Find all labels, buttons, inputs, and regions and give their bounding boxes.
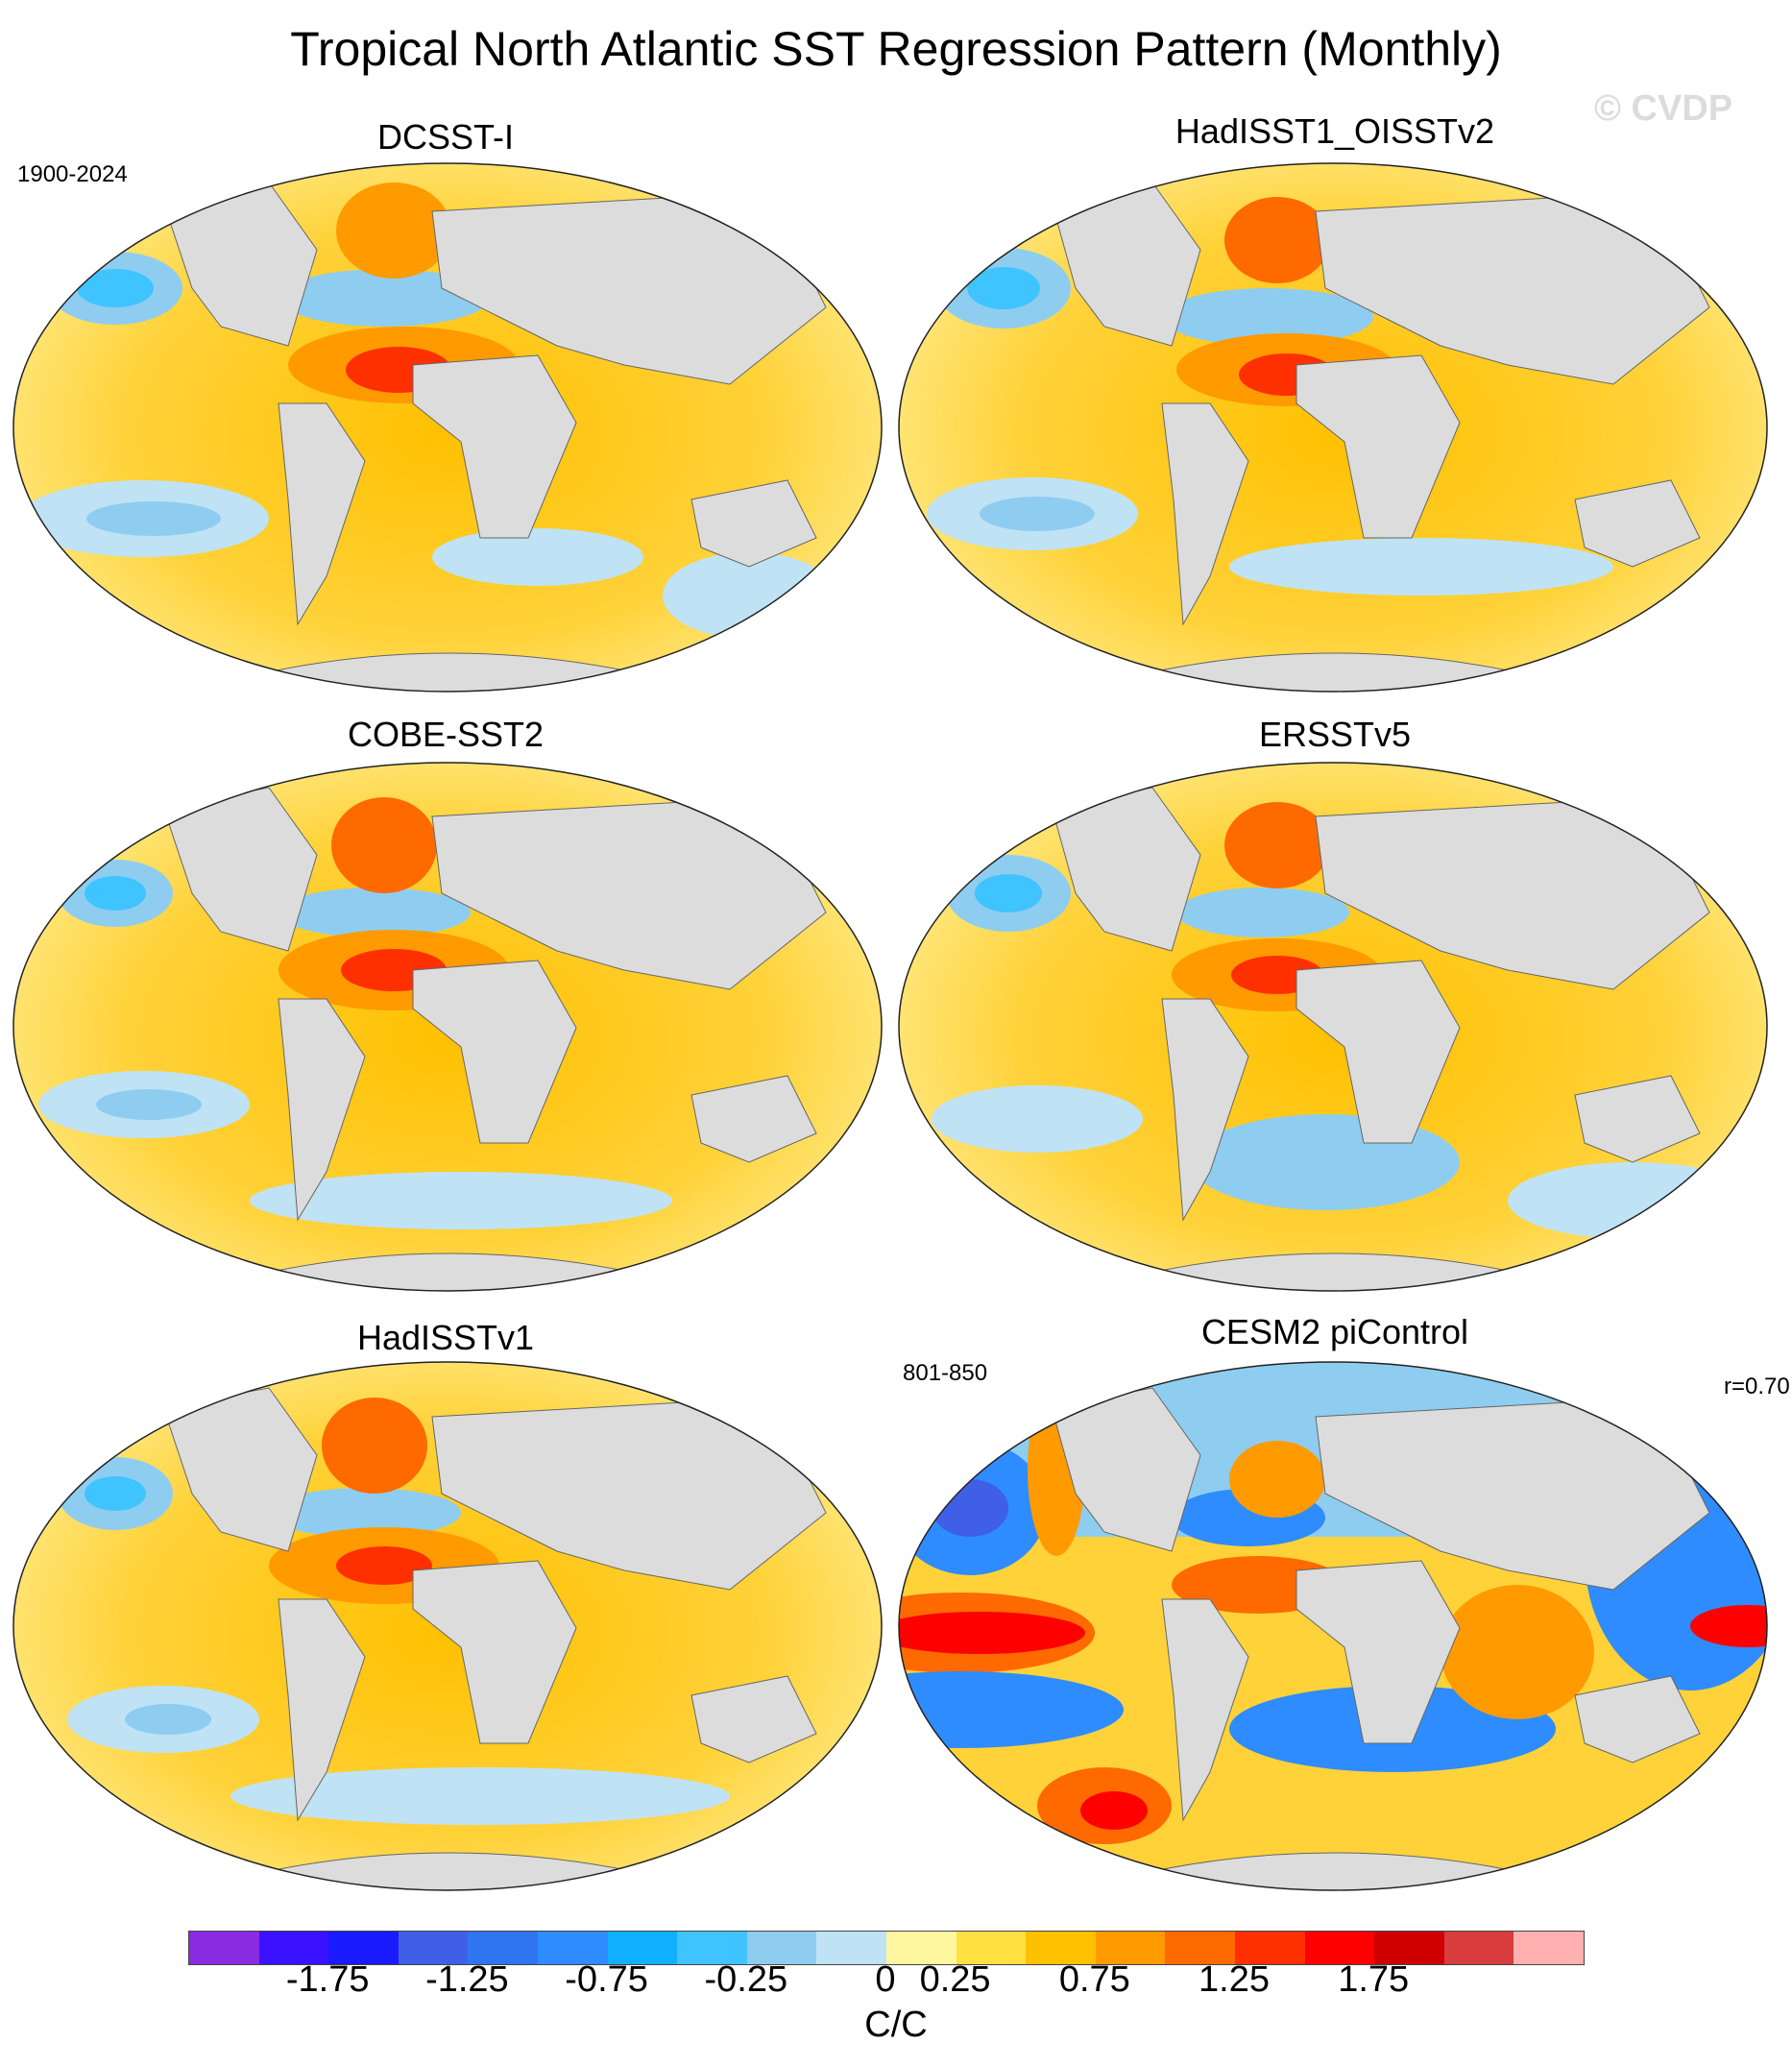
colorbar-swatch — [956, 1932, 1027, 1964]
colorbar-swatch — [1374, 1932, 1444, 1964]
colorbar-swatch — [1514, 1932, 1584, 1964]
panel-title-hadisstv1: HadISSTv1 — [356, 1318, 535, 1357]
map-hadisstv1 — [13, 1362, 882, 1890]
colorbar-tick-label: -0.75 — [565, 1959, 648, 2000]
colorbar — [188, 1931, 1585, 1965]
map-dcsst — [13, 163, 882, 692]
colorbar-tick-label: 0 — [875, 1959, 896, 2000]
colorbar-tick-label: 1.75 — [1338, 1959, 1410, 2000]
period-label-obs: 1900-2024 — [17, 161, 128, 187]
map-cesm2 — [899, 1362, 1767, 1890]
map-cobe — [13, 763, 882, 1291]
panel-title-cesm2: CESM2 piControl — [1200, 1312, 1469, 1351]
colorbar-tick-label: -1.25 — [425, 1959, 509, 2000]
period-label-model: 801-850 — [903, 1360, 988, 1386]
colorbar-swatch — [1234, 1932, 1305, 1964]
map-ersst — [899, 763, 1767, 1291]
colorbar-swatch — [1165, 1932, 1235, 1964]
colorbar-swatch — [607, 1932, 678, 1964]
colorbar-swatch — [328, 1932, 399, 1964]
colorbar-swatch — [189, 1932, 259, 1964]
colorbar-tick-label: -1.75 — [285, 1959, 370, 2000]
colorbar-swatch — [258, 1932, 329, 1964]
colorbar-swatch — [1026, 1932, 1096, 1964]
colorbar-tick-label: 1.25 — [1199, 1959, 1270, 2000]
figure-title: Tropical North Atlantic SST Regression P… — [290, 22, 1502, 76]
panel-title-dcsst: DCSST-I — [376, 117, 514, 157]
colorbar-tick-label: 0.25 — [919, 1959, 991, 2000]
colorbar-swatch — [1443, 1932, 1514, 1964]
colorbar-swatch — [1095, 1932, 1166, 1964]
cvdp-watermark: © CVDP — [1594, 88, 1733, 129]
colorbar-units: C/C — [864, 2005, 928, 2045]
map-hadisst-oisst — [899, 163, 1767, 692]
colorbar-swatch — [677, 1932, 747, 1964]
panel-title-ersst: ERSSTv5 — [1258, 715, 1412, 754]
colorbar-swatch — [1304, 1932, 1375, 1964]
panel-title-hadisst-oisst: HadISST1_OISSTv2 — [1174, 111, 1495, 151]
colorbar-tick-label: -0.25 — [704, 1959, 788, 2000]
colorbar-tick-label: 0.75 — [1058, 1959, 1130, 2000]
colorbar-swatch — [468, 1932, 538, 1964]
colorbar-swatch — [537, 1932, 608, 1964]
colorbar-swatch — [885, 1932, 957, 1964]
map-panels — [12, 162, 1768, 1891]
panel-title-cobe: COBE-SST2 — [347, 715, 545, 754]
colorbar-swatch — [746, 1932, 817, 1964]
pattern-correlation: r=0.70 — [1724, 1374, 1790, 1399]
colorbar-swatch — [398, 1932, 469, 1964]
colorbar-swatch — [816, 1932, 886, 1964]
